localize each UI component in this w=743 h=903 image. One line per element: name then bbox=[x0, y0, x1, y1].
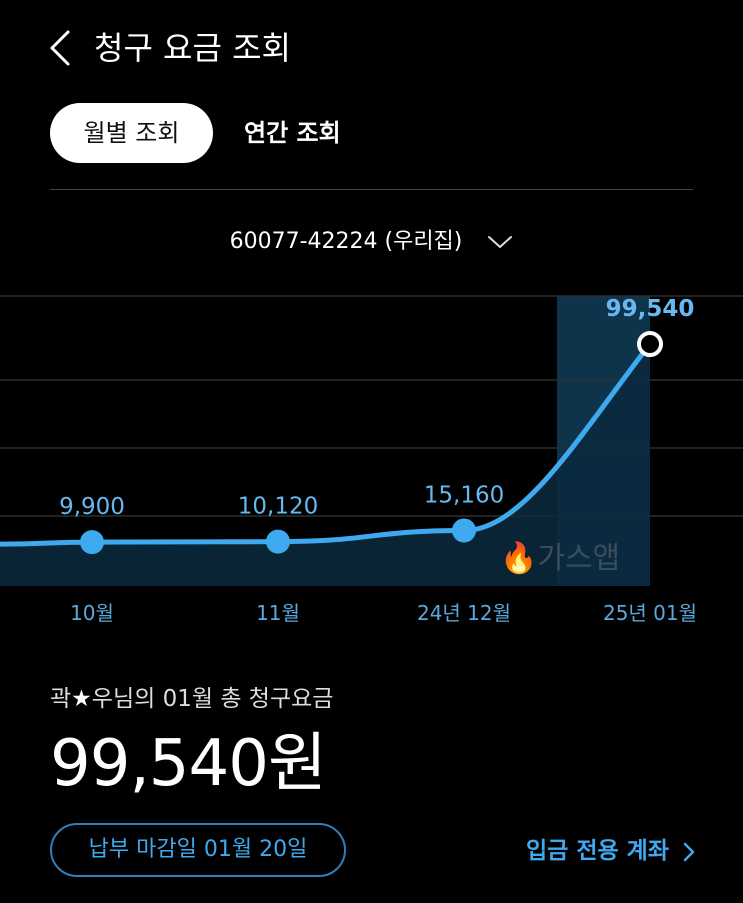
account-selector[interactable]: 60077-42224 (우리집) bbox=[0, 224, 743, 260]
customer-name-suffix: 우님의 01월 총 청구요금 bbox=[91, 686, 334, 712]
star-mask-icon: ★ bbox=[71, 686, 92, 712]
billing-chart: 🔥가스앱 9,900 10월 10,120 11월 15,160 24년 12월 99,540… bbox=[0, 295, 743, 625]
data-point bbox=[452, 518, 476, 543]
area-fill bbox=[0, 344, 650, 586]
page-title: 청구 요금 조회 bbox=[94, 29, 291, 67]
chevron-down-icon bbox=[488, 236, 513, 248]
customer-name-prefix: 곽 bbox=[50, 686, 72, 712]
data-point bbox=[266, 529, 290, 554]
account-label: 60077-42224 (우리집) bbox=[229, 229, 463, 254]
data-label: 99,540 bbox=[606, 296, 695, 322]
x-tick-label: 10월 bbox=[70, 601, 114, 625]
total-amount: 99,540원 bbox=[50, 727, 327, 801]
divider bbox=[50, 189, 693, 190]
deposit-account-link[interactable]: 입금 전용 계좌 bbox=[526, 832, 695, 870]
tab-monthly[interactable]: 월별 조회 bbox=[50, 103, 213, 163]
x-tick-label: 11월 bbox=[256, 601, 300, 625]
data-label: 9,900 bbox=[59, 494, 125, 520]
data-point bbox=[637, 331, 663, 358]
x-tick-label: 25년 01월 bbox=[603, 601, 697, 625]
back-button[interactable] bbox=[44, 28, 80, 68]
x-tick-label: 24년 12월 bbox=[417, 601, 511, 625]
chevron-left-icon bbox=[50, 30, 70, 66]
tab-yearly[interactable]: 연간 조회 bbox=[244, 119, 341, 147]
data-point bbox=[80, 530, 104, 555]
data-label: 15,160 bbox=[424, 482, 504, 508]
bill-summary-label: 곽★우님의 01월 총 청구요금 bbox=[50, 682, 333, 716]
chevron-right-icon bbox=[683, 842, 695, 861]
deposit-account-label: 입금 전용 계좌 bbox=[526, 838, 669, 864]
watermark-text: 🔥가스앱 bbox=[500, 540, 620, 576]
due-date-badge: 납부 마감일 01월 20일 bbox=[50, 823, 346, 877]
header: 청구 요금 조회 bbox=[0, 0, 743, 96]
data-label: 10,120 bbox=[238, 494, 318, 520]
